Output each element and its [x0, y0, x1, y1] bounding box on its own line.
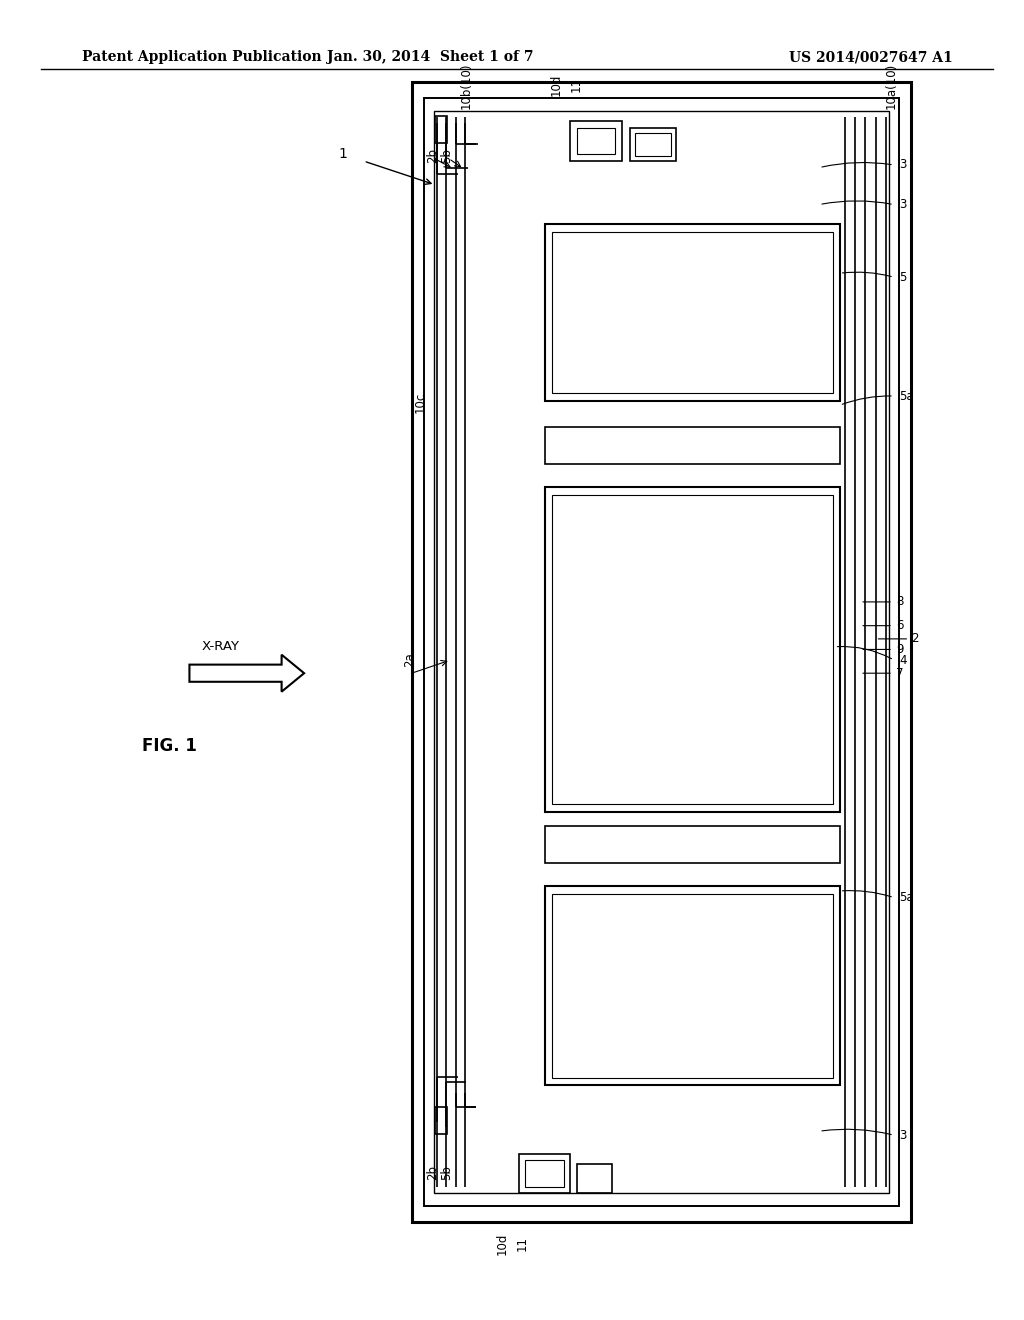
Text: 5a: 5a	[899, 891, 913, 904]
Bar	[525, 1160, 564, 1187]
Text: 10d: 10d	[496, 1233, 508, 1254]
Bar	[545, 826, 840, 863]
Text: 10d: 10d	[550, 74, 562, 95]
Text: 10c: 10c	[414, 392, 426, 413]
Bar	[545, 886, 840, 1085]
Text: 7: 7	[896, 667, 903, 680]
Text: 5: 5	[899, 271, 906, 284]
Text: 2b: 2b	[426, 1164, 438, 1180]
Text: 5b: 5b	[440, 1164, 453, 1180]
Bar	[635, 133, 671, 156]
Bar	[545, 487, 840, 812]
Bar	[577, 128, 615, 154]
Bar	[545, 426, 840, 463]
Bar	[630, 128, 676, 161]
Text: 3: 3	[899, 198, 906, 211]
Text: 8: 8	[896, 595, 903, 609]
Text: 2b: 2b	[426, 148, 438, 164]
Text: 10b(10): 10b(10)	[460, 62, 472, 110]
Text: 1: 1	[339, 148, 347, 161]
Bar	[519, 1154, 570, 1193]
Bar	[412, 82, 911, 1222]
Text: X-RAY: X-RAY	[201, 640, 240, 653]
Text: 11: 11	[570, 77, 583, 92]
Text: 3: 3	[899, 1129, 906, 1142]
Bar	[552, 894, 833, 1077]
Bar	[552, 232, 833, 393]
Text: 10a(10): 10a(10)	[885, 62, 897, 110]
Text: 5b: 5b	[440, 148, 453, 164]
Text: US 2014/0027647 A1: US 2014/0027647 A1	[788, 50, 952, 65]
Text: 6: 6	[896, 619, 903, 632]
Text: FIG. 1: FIG. 1	[141, 737, 197, 755]
Bar	[552, 495, 833, 804]
Bar	[424, 98, 899, 1206]
Bar	[435, 116, 447, 143]
Text: 2: 2	[911, 632, 919, 645]
Bar	[434, 111, 889, 1193]
Text: 4: 4	[899, 653, 906, 667]
Text: 11: 11	[516, 1236, 528, 1251]
Bar	[577, 1164, 612, 1193]
Text: 5a: 5a	[899, 389, 913, 403]
Bar	[545, 224, 840, 401]
Text: Jan. 30, 2014  Sheet 1 of 7: Jan. 30, 2014 Sheet 1 of 7	[327, 50, 534, 65]
Bar	[435, 1107, 447, 1134]
Bar	[570, 121, 622, 161]
Text: 9: 9	[896, 643, 903, 656]
Text: Patent Application Publication: Patent Application Publication	[82, 50, 322, 65]
Text: 3: 3	[899, 158, 906, 172]
FancyArrow shape	[189, 655, 304, 692]
Text: 2a: 2a	[403, 652, 416, 668]
